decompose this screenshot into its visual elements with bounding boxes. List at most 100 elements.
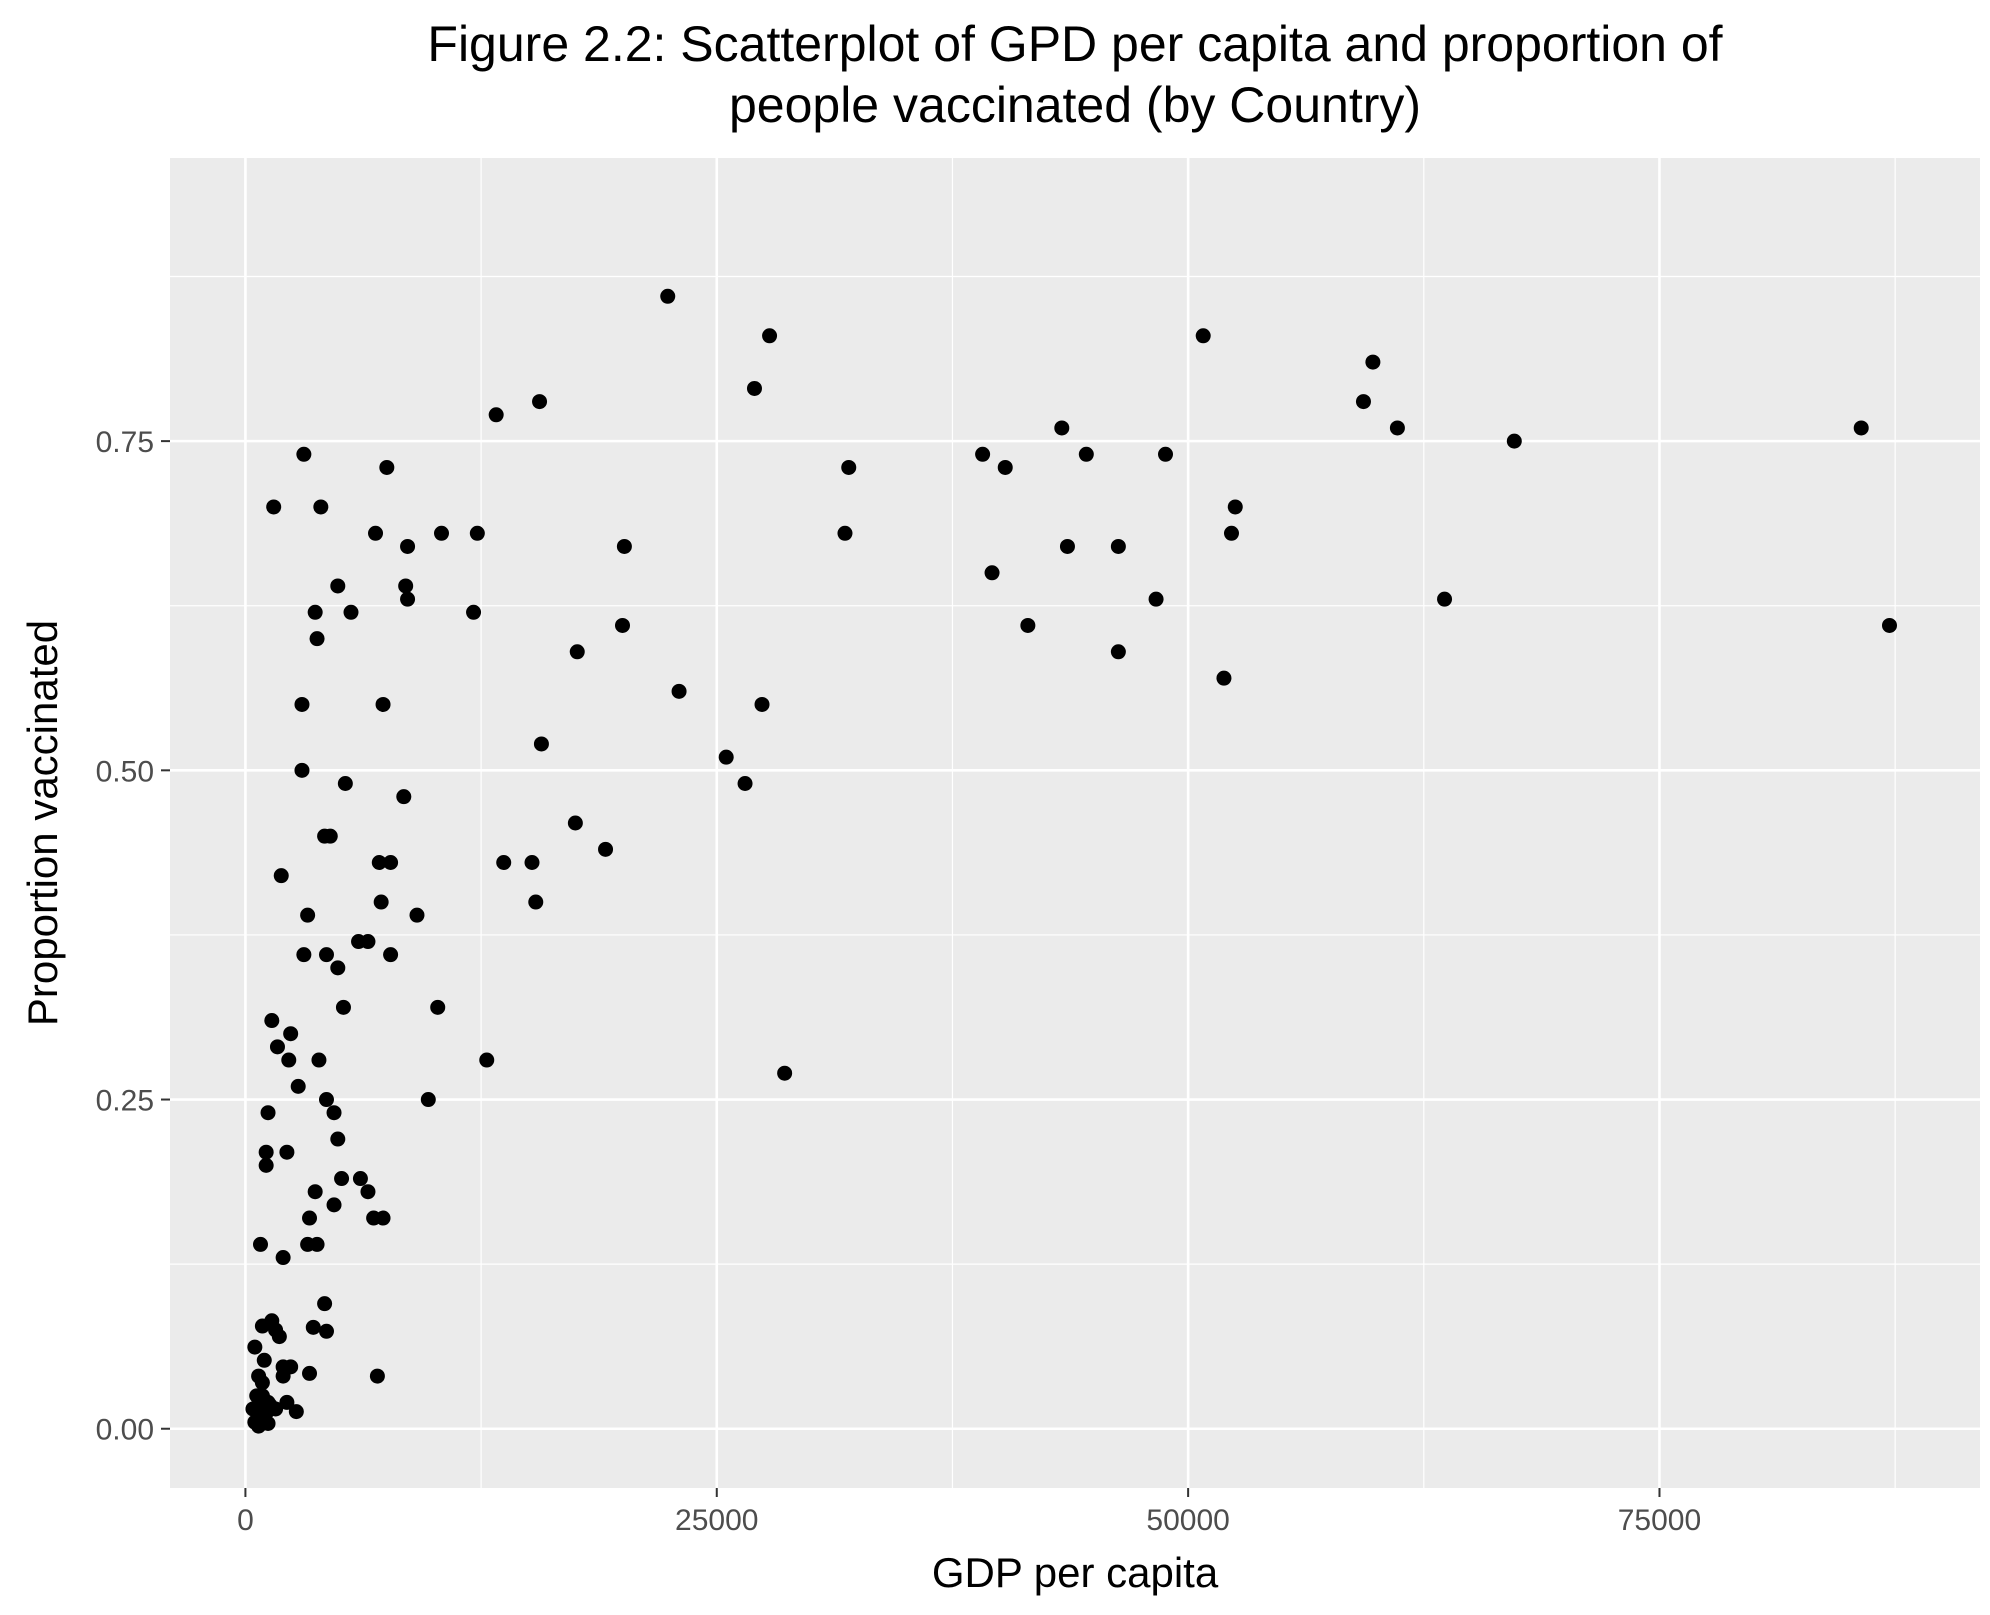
data-point bbox=[302, 1210, 318, 1226]
data-point bbox=[360, 934, 376, 950]
minor-grid bbox=[170, 158, 1980, 1488]
data-point bbox=[1389, 420, 1405, 436]
data-point bbox=[409, 907, 425, 923]
data-point bbox=[296, 446, 312, 462]
data-point bbox=[1195, 328, 1211, 344]
data-point bbox=[1437, 591, 1453, 607]
data-point bbox=[1078, 446, 1094, 462]
data-point bbox=[1110, 538, 1126, 554]
data-point bbox=[334, 1171, 350, 1187]
data-point bbox=[311, 1052, 327, 1068]
data-point bbox=[837, 525, 853, 541]
data-point bbox=[273, 868, 289, 884]
data-point bbox=[318, 1323, 334, 1339]
data-point bbox=[615, 617, 630, 633]
data-point bbox=[1020, 617, 1036, 633]
x-tick-label: 0 bbox=[237, 1504, 254, 1537]
data-point bbox=[1355, 394, 1371, 410]
data-point bbox=[302, 1365, 318, 1381]
chart-title-line-2: people vaccinated (by Country) bbox=[728, 77, 1422, 133]
x-tick-label: 50000 bbox=[1146, 1504, 1229, 1537]
data-point bbox=[260, 1105, 276, 1121]
data-point bbox=[975, 446, 991, 462]
data-point bbox=[262, 1397, 278, 1413]
data-point bbox=[1506, 433, 1522, 449]
data-points bbox=[245, 288, 1897, 1434]
data-point bbox=[671, 683, 687, 699]
data-point bbox=[309, 1236, 325, 1252]
data-point bbox=[322, 828, 338, 844]
data-point bbox=[997, 459, 1013, 475]
data-point bbox=[1365, 354, 1381, 370]
y-tick-label: 0.00 bbox=[96, 1414, 154, 1447]
data-point bbox=[598, 841, 614, 857]
chart-title-line-1: Figure 2.2: Scatterplot of GPD per capit… bbox=[427, 16, 1723, 72]
data-point bbox=[660, 288, 676, 304]
data-point bbox=[1227, 499, 1243, 515]
data-point bbox=[330, 960, 346, 976]
data-point bbox=[567, 815, 583, 831]
data-point bbox=[360, 1184, 376, 1200]
data-point bbox=[400, 538, 416, 554]
data-point bbox=[249, 1388, 265, 1404]
data-point bbox=[309, 631, 325, 647]
data-point bbox=[300, 907, 316, 923]
data-point bbox=[254, 1375, 270, 1391]
data-point bbox=[430, 999, 446, 1015]
data-point bbox=[343, 604, 359, 620]
data-point bbox=[1148, 591, 1164, 607]
y-tick-label: 0.75 bbox=[96, 426, 154, 459]
data-point bbox=[260, 1415, 276, 1431]
plot-panel bbox=[170, 158, 1980, 1488]
data-point bbox=[737, 775, 753, 791]
data-point bbox=[383, 947, 399, 963]
data-point bbox=[762, 328, 778, 344]
data-point bbox=[1054, 420, 1070, 436]
data-point bbox=[271, 1329, 287, 1345]
data-point bbox=[371, 855, 387, 871]
data-point bbox=[330, 578, 346, 594]
x-axis-ticks: 0 25000 50000 75000 bbox=[237, 1488, 1701, 1537]
data-point bbox=[368, 525, 384, 541]
data-point bbox=[247, 1339, 263, 1355]
data-point bbox=[524, 855, 540, 871]
data-point bbox=[616, 538, 632, 554]
data-point bbox=[313, 499, 329, 515]
data-point bbox=[479, 1052, 495, 1068]
x-axis-label: GDP per capita bbox=[932, 1549, 1219, 1596]
data-point bbox=[754, 696, 770, 712]
data-point bbox=[373, 894, 389, 910]
data-point bbox=[256, 1352, 272, 1368]
data-point bbox=[1882, 617, 1897, 633]
data-point bbox=[1223, 525, 1239, 541]
data-point bbox=[288, 1404, 304, 1420]
major-grid bbox=[170, 158, 1980, 1488]
data-point bbox=[318, 1092, 334, 1108]
data-point bbox=[528, 894, 544, 910]
data-point bbox=[1158, 446, 1173, 462]
data-point bbox=[488, 407, 504, 423]
data-point bbox=[275, 1368, 291, 1384]
data-point bbox=[269, 1039, 285, 1055]
data-point bbox=[496, 855, 512, 871]
data-point bbox=[718, 749, 734, 765]
x-tick-label: 75000 bbox=[1618, 1504, 1701, 1537]
data-point bbox=[335, 999, 351, 1015]
data-point bbox=[317, 1296, 333, 1312]
data-point bbox=[326, 1105, 342, 1121]
data-point bbox=[279, 1144, 295, 1160]
data-point bbox=[379, 459, 395, 475]
data-point bbox=[330, 1131, 346, 1147]
data-point bbox=[383, 855, 399, 871]
data-point bbox=[307, 1184, 323, 1200]
data-point bbox=[1059, 538, 1075, 554]
data-point bbox=[434, 525, 449, 541]
y-axis-label: Proportion vaccinated bbox=[19, 620, 66, 1026]
data-point bbox=[420, 1092, 436, 1108]
data-point bbox=[841, 459, 857, 475]
data-point bbox=[264, 1013, 280, 1029]
data-point bbox=[337, 775, 353, 791]
data-point bbox=[1853, 420, 1869, 436]
